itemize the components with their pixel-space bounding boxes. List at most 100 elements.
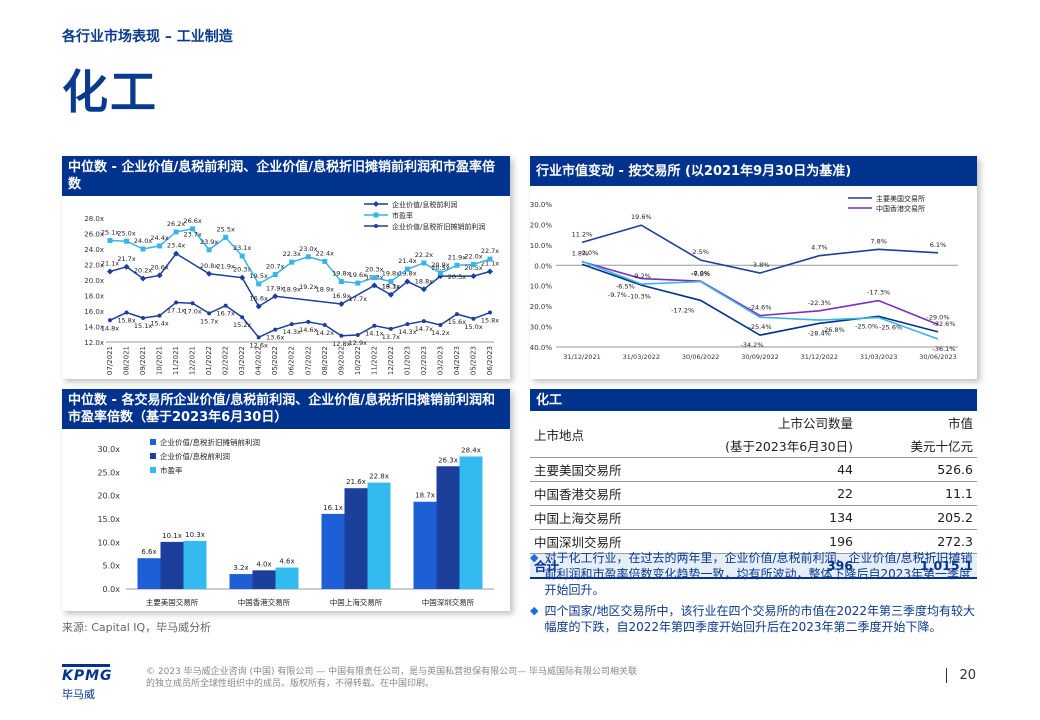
data-label: 14.8x: [101, 324, 119, 332]
data-label: -6.5%: [616, 283, 635, 291]
bar: [436, 466, 460, 589]
page-title: 化工: [62, 65, 158, 119]
bullet-text: 对于化工行业，在过去的两年里，企业价值/息税前利润、企业价值/息税折旧摊销前利润…: [544, 551, 973, 597]
data-label: 17.9x: [266, 284, 284, 292]
data-label: 20.5x: [431, 264, 449, 272]
data-point: [305, 254, 311, 260]
x-tick-label: 08/2022: [321, 346, 329, 375]
data-point: [240, 315, 245, 320]
bullet-item: ◆ 四个国家/地区交易所中，该行业在四个交易所的市值在2022年第三季度均有较大幅…: [530, 603, 980, 635]
data-point: [206, 270, 213, 277]
section-subtitle: 各行业市场表现 – 工业制造: [62, 29, 233, 45]
row-cap: 526.6: [857, 457, 977, 482]
data-label: 18.9x: [316, 286, 334, 294]
data-label: 12.9x: [349, 339, 367, 347]
data-point: [355, 280, 361, 286]
x-tick-label: 01/2023: [403, 346, 411, 375]
data-label: 15.7x: [200, 317, 218, 325]
data-point: [404, 266, 410, 272]
y-tick-label: 15.0x: [97, 515, 120, 524]
y-tick-label: 30.0%: [530, 201, 552, 209]
data-point: [420, 286, 427, 293]
data-point: [289, 259, 295, 265]
data-label: 15.4x: [150, 320, 168, 328]
panel-listing-table: 化工 上市地点 上市公司数量 市值 (基于2023年6月30日) 美元十亿元 主…: [530, 389, 977, 579]
data-label: 14.6x: [299, 326, 317, 334]
data-point: [190, 226, 196, 232]
row-location: 主要美国交易所: [530, 457, 722, 482]
total-label: 合计: [530, 553, 722, 579]
data-point: [124, 310, 129, 315]
y-tick-label: 24.0x: [84, 246, 104, 254]
data-point: [173, 250, 180, 257]
data-label: 20.3x: [365, 266, 383, 274]
data-label: 10.3x: [185, 531, 205, 539]
table-total-row: 合计 396 1,015.1: [530, 553, 977, 579]
row-cap: 272.3: [857, 529, 977, 554]
data-label: 22.0x: [464, 253, 482, 261]
kpmg-logo: KPMG 毕马威: [62, 664, 112, 702]
data-label: 23.0x: [299, 245, 317, 253]
x-tick-label: 31/03/2023: [860, 353, 897, 361]
data-label: 19.8x: [382, 270, 400, 278]
logo-cn: 毕马威: [62, 688, 95, 701]
x-tick-label: 中国深圳交易所: [422, 597, 475, 607]
data-point: [108, 318, 112, 323]
series-line: [581, 263, 939, 336]
series-line: [581, 260, 939, 340]
source-note: 来源: Capital IQ，毕马威分析: [62, 621, 212, 634]
x-tick-label: 30/06/2022: [682, 353, 719, 361]
data-label: -8.0%: [691, 270, 710, 278]
data-point: [190, 301, 195, 306]
y-tick-label: 18.0x: [84, 293, 104, 301]
col-header-location: 上市地点: [530, 411, 722, 458]
y-tick-label: -40.0%: [530, 344, 552, 352]
col-header-cap-sub: 美元十亿元: [857, 434, 977, 458]
panel-title: 中位数 - 各交易所企业价值/息税前利润、企业价值/息税折旧摊销前利润和市盈率倍…: [62, 389, 510, 429]
data-point: [141, 315, 146, 320]
data-point: [388, 279, 394, 285]
row-cap: 11.1: [857, 481, 977, 506]
data-label: 20.5x: [464, 264, 482, 272]
data-label: -28.4%: [808, 329, 831, 337]
bullet-item: ◆ 对于化工行业，在过去的两年里，企业价值/息税前利润、企业价值/息税折旧摊销前利…: [530, 550, 980, 598]
panel-multiples-trend: 中位数 - 企业价值/息税前利润、企业价值/息税折旧摊销前利润和市盈率倍数 12…: [62, 156, 510, 379]
col-header-count: 上市公司数量: [777, 416, 853, 431]
row-count: 22: [721, 481, 857, 506]
data-label: -9.7%: [608, 291, 627, 299]
data-label: 6.1%: [930, 241, 947, 249]
data-label: 14.3x: [398, 328, 416, 336]
data-label: -22.3%: [808, 299, 831, 307]
data-point: [338, 279, 344, 285]
data-label: -9.2%: [632, 272, 651, 280]
logo-text: KPMG: [62, 664, 112, 684]
data-label: 20.9x: [431, 261, 449, 269]
legend-swatch: [150, 439, 156, 445]
bullet-text: 四个国家/地区交易所中，该行业在四个交易所的市值在2022年第三季度均有较大幅度…: [544, 604, 976, 634]
y-tick-label: 22.0x: [84, 262, 104, 270]
data-label: 22.3x: [283, 250, 301, 258]
series-line: [109, 301, 491, 339]
data-label: 26.3x: [438, 456, 458, 464]
data-label: 21.4x: [398, 257, 416, 265]
data-point: [470, 262, 476, 267]
data-label: 17.7x: [349, 295, 367, 303]
x-tick-label: 30/09/2022: [741, 353, 778, 361]
multiples-trend-chart: 12.0x 14.0x 16.0x 18.0x 20.0x 22.0x 24.0x 26.0x…: [84, 200, 499, 375]
x-tick-label: 04/2023: [453, 346, 461, 375]
data-label: -24.6%: [749, 304, 772, 312]
data-label: 21.1x: [481, 259, 499, 267]
data-label: 26.6x: [183, 217, 201, 225]
legend-label: 中国香港交易所: [876, 204, 925, 213]
data-label: 17.1x: [167, 306, 185, 314]
y-tick-label: 10.0%: [530, 242, 552, 250]
x-tick-label: 06/2022: [288, 346, 296, 375]
data-label: 20.2x: [134, 266, 152, 274]
data-point: [454, 312, 459, 317]
data-point: [272, 272, 278, 278]
legend-label: 市盈率: [392, 211, 413, 220]
data-point: [471, 316, 476, 321]
data-label: 21.9x: [448, 253, 466, 261]
data-label: 14.2x: [316, 329, 334, 337]
data-label: 22.7x: [481, 247, 499, 255]
